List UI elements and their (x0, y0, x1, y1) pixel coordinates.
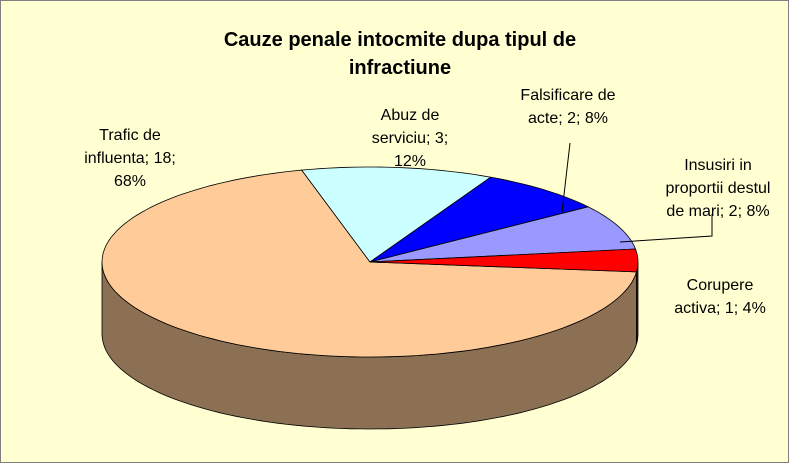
data-label: Trafic de influenta; 18; 68% (84, 127, 176, 190)
pie-slice (300, 166, 492, 263)
leader-line (561, 142, 571, 213)
pie-slice (369, 206, 637, 263)
data-label: Abuz de serviciu; 3; 12% (372, 107, 448, 170)
data-label: Falsificare de acte; 2; 8% (520, 87, 615, 127)
leader-line (619, 214, 713, 243)
pie-slice (101, 169, 638, 358)
pie-slice (369, 176, 590, 263)
pie-side (636, 261, 639, 345)
data-label: Corupere activa; 1; 4% (674, 277, 766, 317)
chart-title: Cauze penale intocmite dupa tipul de infr… (224, 29, 576, 79)
pie-slice (369, 248, 639, 273)
data-label: Insusiri in proportii destul de mari; 2; 8… (666, 157, 771, 220)
